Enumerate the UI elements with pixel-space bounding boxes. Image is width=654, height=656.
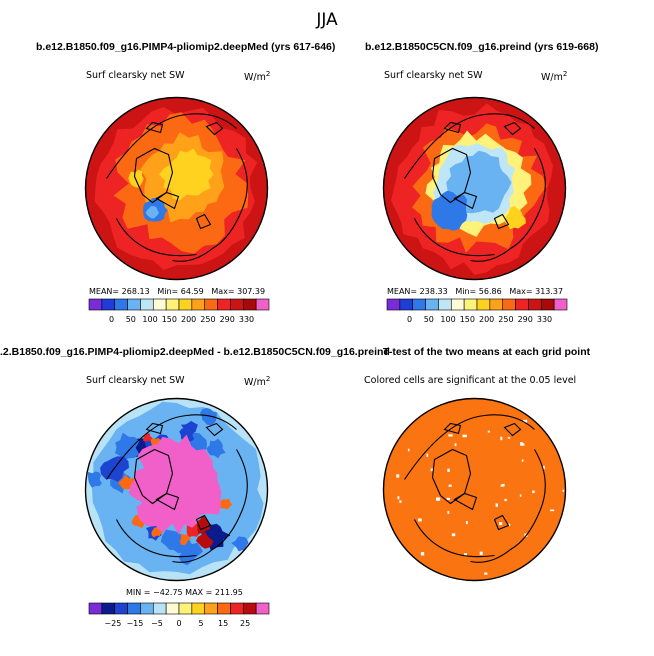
p1-cb-bin-12 xyxy=(242,298,257,311)
p1-cb-bin-9 xyxy=(204,298,218,311)
p2-cb-tick-label: 100 xyxy=(440,315,455,324)
p2-coastlines xyxy=(404,113,546,262)
p3-cb-bin-13 xyxy=(255,602,270,615)
panel2-stats: MEAN= 238.33 Min= 56.86 Max= 313.37 xyxy=(387,287,564,296)
p1-cb-bin-7 xyxy=(178,298,193,311)
panel3-stats: MIN = −42.75 MAX = 211.95 xyxy=(126,588,243,597)
panel2-units: W/m2 xyxy=(541,70,568,84)
p2-cb-tick-label: 150 xyxy=(460,315,475,324)
p1-cb-bin-10 xyxy=(217,298,231,311)
panel1-units: W/m2 xyxy=(244,70,271,84)
panel1-colorbar: 0 50 100 150 200 250 290 330 xyxy=(88,298,270,324)
p2-cb-tick-label: 250 xyxy=(498,315,513,324)
p3-cb-tick-label: 5 xyxy=(198,619,203,628)
p3-cb-bin-8 xyxy=(191,602,206,615)
p3-border xyxy=(84,397,269,582)
panel1-variable: Surf clearsky net SW xyxy=(86,70,185,81)
p1-border xyxy=(84,96,269,281)
p3-cb-tick-label: −5 xyxy=(151,619,163,628)
p2-cb-bin-0 xyxy=(386,298,401,311)
p3-cb-tick-label: −25 xyxy=(104,619,121,628)
p3-cb-tick-label: 25 xyxy=(240,619,250,628)
panel4-variable: Colored cells are significant at the 0.0… xyxy=(364,375,577,386)
p1-cb-bin-4 xyxy=(140,298,154,311)
p3-cb-bin-11 xyxy=(230,602,244,615)
p1-cb-bin-0 xyxy=(88,298,103,311)
p2-cb-bin-11 xyxy=(528,298,542,311)
p2-cb-tick-label: 200 xyxy=(479,315,494,324)
p1-cb-bin-13 xyxy=(255,298,270,311)
panel3-title: .2.B1850.f09_g16.PIMP4-pliomip2.deepMed … xyxy=(0,346,390,358)
p3-cb-bin-5 xyxy=(152,602,167,615)
p1-cb-tick-label: 290 xyxy=(220,315,235,324)
p2-cb-bin-4 xyxy=(438,298,452,311)
p3-cb-bin-1 xyxy=(101,602,116,615)
p2-cb-bin-5 xyxy=(450,298,465,311)
p3-cb-bin-4 xyxy=(140,602,154,615)
panel1-title: b.e12.B1850.f09_g16.PIMP4-pliomip2.deepM… xyxy=(36,41,336,53)
panel3-units: W/m2 xyxy=(244,375,271,389)
p2-cb-bin-3 xyxy=(425,298,439,311)
p1-cb-tick-label: 250 xyxy=(200,315,215,324)
p3-cb-bin-9 xyxy=(204,602,218,615)
p4-field xyxy=(383,398,566,581)
p3-cb-bin-12 xyxy=(242,602,257,615)
figure-title: JJA xyxy=(316,10,338,30)
p1-cb-bin-11 xyxy=(230,298,244,311)
p2-cb-bin-7 xyxy=(476,298,491,311)
p1-coastlines xyxy=(106,113,248,262)
p3-cb-bin-7 xyxy=(178,602,193,615)
p1-cb-bin-1 xyxy=(101,298,116,311)
panel2-colorbar: 0 50 100 150 200 250 290 330 xyxy=(386,298,568,324)
p1-cb-tick-label: 150 xyxy=(162,315,177,324)
p2-cb-bin-10 xyxy=(515,298,529,311)
p1-cb-tick-label: 100 xyxy=(142,315,157,324)
panel2-title: b.e12.B1850C5CN.f09_g16.preind (yrs 619-… xyxy=(365,41,599,53)
p3-cb-bin-2 xyxy=(114,602,128,615)
p1-cb-bin-8 xyxy=(191,298,206,311)
p3-cb-bin-6 xyxy=(165,602,180,615)
p3-cb-tick-label: −15 xyxy=(126,619,143,628)
p2-cb-bin-2 xyxy=(412,298,426,311)
p2-cb-bin-12 xyxy=(540,298,555,311)
p3-coastlines xyxy=(106,414,248,563)
p2-cb-bin-1 xyxy=(399,298,414,311)
p3-cb-bin-10 xyxy=(217,602,231,615)
p1-cb-tick-label: 200 xyxy=(181,315,196,324)
panel4-map xyxy=(382,397,567,582)
p1-cb-bin-5 xyxy=(152,298,167,311)
panel2-variable: Surf clearsky net SW xyxy=(384,70,483,81)
p3-cb-bin-3 xyxy=(127,602,141,615)
p3-cb-tick-label: 0 xyxy=(176,619,181,628)
panel3-variable: Surf clearsky net SW xyxy=(86,375,185,386)
panel4-title: T-test of the two means at each grid poi… xyxy=(383,346,591,358)
p1-cb-tick-label: 330 xyxy=(239,315,254,324)
p2-cb-bin-8 xyxy=(489,298,504,311)
p1-cb-bin-3 xyxy=(127,298,141,311)
p1-cb-bin-2 xyxy=(114,298,128,311)
panel1-stats: MEAN= 268.13 Min= 64.59 Max= 307.39 xyxy=(89,287,266,296)
p3-cb-bin-0 xyxy=(88,602,103,615)
p2-border xyxy=(382,96,567,281)
p2-cb-tick-label: 50 xyxy=(424,315,434,324)
p2-cb-tick-label: 330 xyxy=(537,315,552,324)
p1-cb-bin-6 xyxy=(165,298,180,311)
panel3-map xyxy=(84,397,269,582)
p2-cb-tick-label: 290 xyxy=(518,315,533,324)
panel3-colorbar: −25 −15 −5 0 5 15 25 xyxy=(88,602,270,628)
p4-coastlines xyxy=(404,414,546,563)
p3-cb-tick-label: 15 xyxy=(218,619,228,628)
p2-cb-bin-9 xyxy=(502,298,516,311)
p1-cb-tick-label: 50 xyxy=(126,315,136,324)
p2-cb-tick-label: 0 xyxy=(407,315,412,324)
panel1-map xyxy=(84,96,269,281)
panel2-map xyxy=(382,96,567,281)
p4-border xyxy=(382,397,567,582)
p1-cb-tick-label: 0 xyxy=(109,315,114,324)
p2-cb-bin-13 xyxy=(553,298,568,311)
p2-cb-bin-6 xyxy=(463,298,478,311)
